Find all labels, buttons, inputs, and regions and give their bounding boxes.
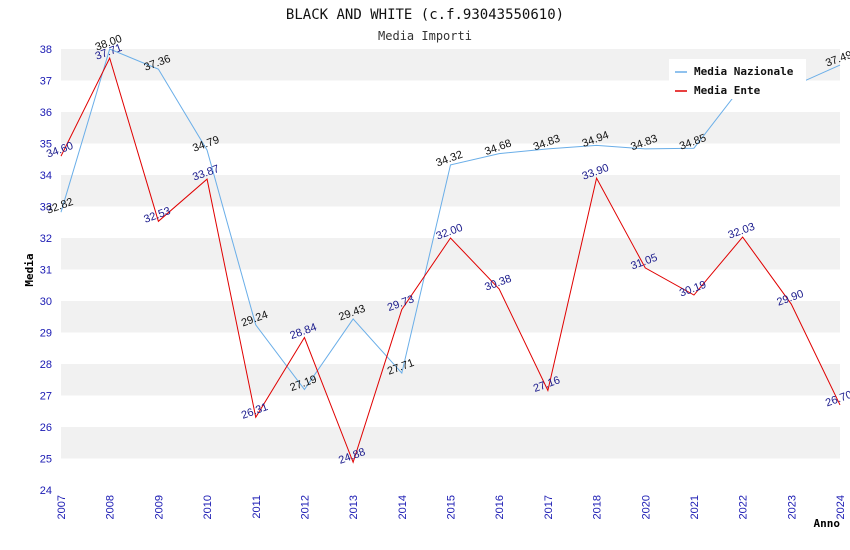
series-line-media-ente xyxy=(60,56,841,464)
x-tick-label: 2016 xyxy=(494,495,506,519)
y-tick-label: 25 xyxy=(40,454,52,466)
legend-label-media-nazionale: Media Nazionale xyxy=(694,65,794,78)
x-axis-ticks: 2007 2008 2009 2010 2011 2012 2013 2014 2015 2016… xyxy=(56,495,847,519)
grid-band xyxy=(61,332,840,364)
x-tick-label: 2020 xyxy=(640,495,652,519)
y-axis-label: Media xyxy=(23,253,36,286)
x-tick-label: 2009 xyxy=(153,495,165,519)
grid-band xyxy=(61,269,840,301)
y-axis-ticks: 24 25 26 27 28 29 30 31 32 33 34 35 36 37 38 xyxy=(40,44,52,497)
grid-band xyxy=(61,458,840,490)
legend: Media Nazionale Media Ente xyxy=(669,59,806,99)
y-tick-label: 31 xyxy=(40,265,52,277)
grid-band xyxy=(61,427,840,459)
x-tick-label: 2014 xyxy=(397,495,409,519)
grid-band xyxy=(61,143,840,175)
x-tick-label: 2011 xyxy=(251,495,263,519)
series-line-media-nazionale xyxy=(60,48,841,391)
x-tick-label: 2008 xyxy=(105,495,117,519)
legend-label-media-ente: Media Ente xyxy=(694,84,761,97)
x-tick-label: 2022 xyxy=(738,495,750,519)
x-tick-label: 2017 xyxy=(543,495,555,519)
y-tick-label: 33 xyxy=(40,202,52,214)
series-lines xyxy=(60,48,841,464)
y-tick-label: 36 xyxy=(40,107,52,119)
y-tick-label: 37 xyxy=(40,76,52,88)
x-tick-label: 2021 xyxy=(689,495,701,519)
grid-band xyxy=(61,301,840,333)
y-tick-label: 38 xyxy=(40,44,52,56)
y-tick-label: 28 xyxy=(40,359,52,371)
x-tick-label: 2015 xyxy=(446,495,458,519)
chart-subtitle: Media Importi xyxy=(378,29,472,43)
y-tick-label: 26 xyxy=(40,422,52,434)
y-tick-label: 32 xyxy=(40,233,52,245)
y-tick-label: 24 xyxy=(40,485,52,497)
grid-band xyxy=(61,364,840,396)
y-tick-label: 35 xyxy=(40,139,52,151)
legend-box xyxy=(669,59,806,99)
y-tick-label: 29 xyxy=(40,328,52,340)
plot-background-bands xyxy=(61,49,840,490)
x-tick-label: 2007 xyxy=(56,495,68,519)
y-tick-label: 30 xyxy=(40,296,52,308)
chart-title: BLACK AND WHITE (c.f.93043550610) xyxy=(286,7,564,23)
grid-band xyxy=(61,112,840,144)
x-tick-label: 2023 xyxy=(786,495,798,519)
x-tick-label: 2013 xyxy=(348,495,360,519)
x-tick-label: 2012 xyxy=(299,495,311,519)
grid-band xyxy=(61,206,840,238)
y-tick-label: 34 xyxy=(40,170,52,182)
grid-band xyxy=(61,238,840,270)
x-tick-label: 2010 xyxy=(202,495,214,519)
x-tick-label: 2018 xyxy=(592,495,604,519)
grid-band xyxy=(61,175,840,207)
y-tick-label: 27 xyxy=(40,391,52,403)
grid-band xyxy=(61,395,840,427)
x-axis-label: Anno xyxy=(814,517,841,530)
x-tick-label: 2024 xyxy=(835,495,847,519)
